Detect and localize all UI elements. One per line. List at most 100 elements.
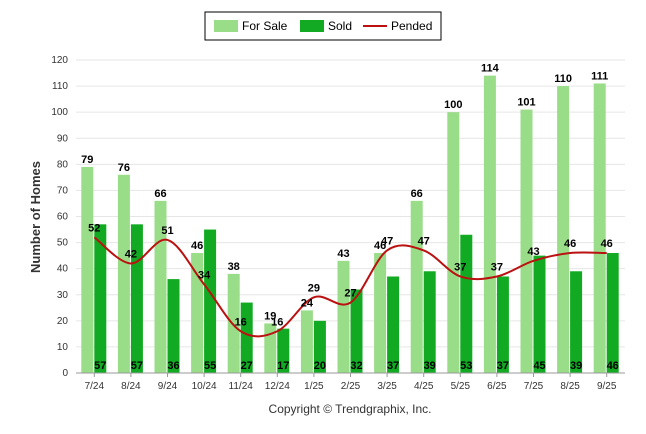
label-sold: 57 [94, 360, 106, 372]
label-sold: 27 [241, 360, 253, 372]
label-pended: 37 [491, 261, 503, 273]
y-axis-label: Number of Homes [28, 161, 43, 273]
y-tick-label: 110 [52, 81, 68, 92]
bar-sold [570, 271, 583, 373]
bar-for-sale [191, 253, 204, 373]
bar-sold [240, 302, 253, 373]
label-pended: 34 [198, 269, 211, 281]
x-tick-label: 10/24 [192, 381, 217, 392]
bar-for-sale [374, 253, 387, 373]
label-sold: 45 [533, 360, 545, 372]
label-sold: 37 [387, 360, 399, 372]
y-tick-label: 120 [51, 55, 68, 66]
label-sold: 17 [277, 360, 289, 372]
x-tick-label: 9/24 [158, 381, 178, 392]
bar-sold [167, 279, 180, 373]
label-pended: 27 [344, 288, 356, 300]
legend-label: For Sale [242, 19, 288, 33]
legend-swatch [214, 20, 238, 32]
bar-for-sale [557, 86, 570, 373]
label-for-sale: 19 [264, 310, 276, 322]
pended-series-line [93, 236, 607, 338]
y-tick-label: 50 [57, 238, 69, 249]
x-tick-label: 1/25 [304, 381, 324, 392]
label-for-sale: 38 [228, 261, 240, 273]
label-sold: 46 [607, 360, 619, 372]
copyright-credit: Copyright © Trendgraphix, Inc. [269, 402, 432, 416]
x-tick-label: 4/25 [414, 381, 434, 392]
label-pended: 16 [235, 316, 247, 328]
bar-for-sale [593, 83, 606, 373]
label-pended: 16 [271, 316, 283, 328]
x-tick-label: 6/25 [487, 381, 507, 392]
label-sold: 39 [570, 360, 582, 372]
x-axis-ticks: 7/24 8/24 9/24 10/24 11/24 12/24 1/25 2/25 3/25 4… [85, 373, 617, 392]
legend-label: Sold [328, 19, 352, 33]
bar-sold [460, 234, 473, 373]
y-tick-label: 40 [57, 264, 69, 275]
y-tick-label: 10 [57, 342, 69, 353]
bar-for-sale [81, 166, 94, 373]
bar-for-sale [483, 75, 496, 374]
y-tick-label: 0 [62, 368, 68, 379]
x-tick-label: 2/25 [341, 381, 361, 392]
label-for-sale: 100 [444, 99, 462, 111]
data-labels: 79 57 76 57 66 36 46 55 38 27 19 17 24 20 43 32 46 37 66 39… [81, 63, 619, 372]
bars [81, 75, 619, 374]
label-pended: 42 [125, 248, 137, 260]
y-tick-label: 20 [57, 316, 69, 327]
label-pended: 47 [381, 235, 393, 247]
y-tick-label: 70 [57, 185, 69, 196]
x-tick-label: 8/25 [560, 381, 580, 392]
y-tick-label: 30 [57, 290, 69, 301]
label-for-sale: 101 [517, 97, 535, 109]
bar-sold [350, 289, 363, 373]
label-for-sale: 110 [554, 73, 572, 85]
label-pended: 29 [308, 282, 320, 294]
bar-sold [130, 224, 143, 373]
label-pended: 46 [601, 238, 613, 250]
bar-sold [533, 255, 546, 373]
label-for-sale: 111 [591, 70, 608, 82]
label-for-sale: 43 [337, 248, 349, 260]
label-sold: 39 [424, 360, 436, 372]
legend-swatch [300, 20, 324, 32]
x-tick-label: 11/24 [229, 381, 254, 392]
label-for-sale: 76 [118, 162, 130, 174]
bar-for-sale [337, 260, 350, 373]
x-tick-label: 8/24 [121, 381, 141, 392]
x-tick-label: 7/25 [524, 381, 544, 392]
label-sold: 37 [497, 360, 509, 372]
bar-sold [606, 253, 619, 373]
y-tick-label: 60 [57, 212, 69, 223]
label-for-sale: 46 [191, 240, 203, 252]
label-for-sale: 79 [81, 154, 93, 166]
bar-for-sale [300, 310, 313, 373]
bar-for-sale [264, 323, 277, 373]
bar-sold [277, 328, 290, 373]
bar-sold [204, 229, 217, 373]
label-pended: 51 [161, 225, 173, 237]
label-pended: 46 [564, 238, 576, 250]
bar-sold [94, 224, 107, 373]
bar-sold [423, 271, 436, 373]
y-tick-label: 100 [51, 107, 68, 118]
y-tick-label: 80 [57, 159, 69, 170]
label-sold: 36 [167, 360, 179, 372]
bar-sold [387, 276, 400, 373]
label-sold: 53 [460, 360, 472, 372]
label-sold: 20 [314, 360, 326, 372]
bar-for-sale [520, 109, 533, 373]
label-for-sale: 24 [301, 297, 314, 309]
label-sold: 55 [204, 360, 216, 372]
legend-label: Pended [391, 19, 432, 33]
x-tick-label: 12/24 [265, 381, 290, 392]
label-pended: 47 [418, 235, 430, 247]
bar-for-sale [447, 112, 460, 374]
label-for-sale: 66 [154, 188, 166, 200]
label-pended: 43 [527, 246, 539, 258]
bar-sold [313, 320, 326, 373]
x-tick-label: 3/25 [377, 381, 397, 392]
label-sold: 32 [350, 360, 362, 372]
